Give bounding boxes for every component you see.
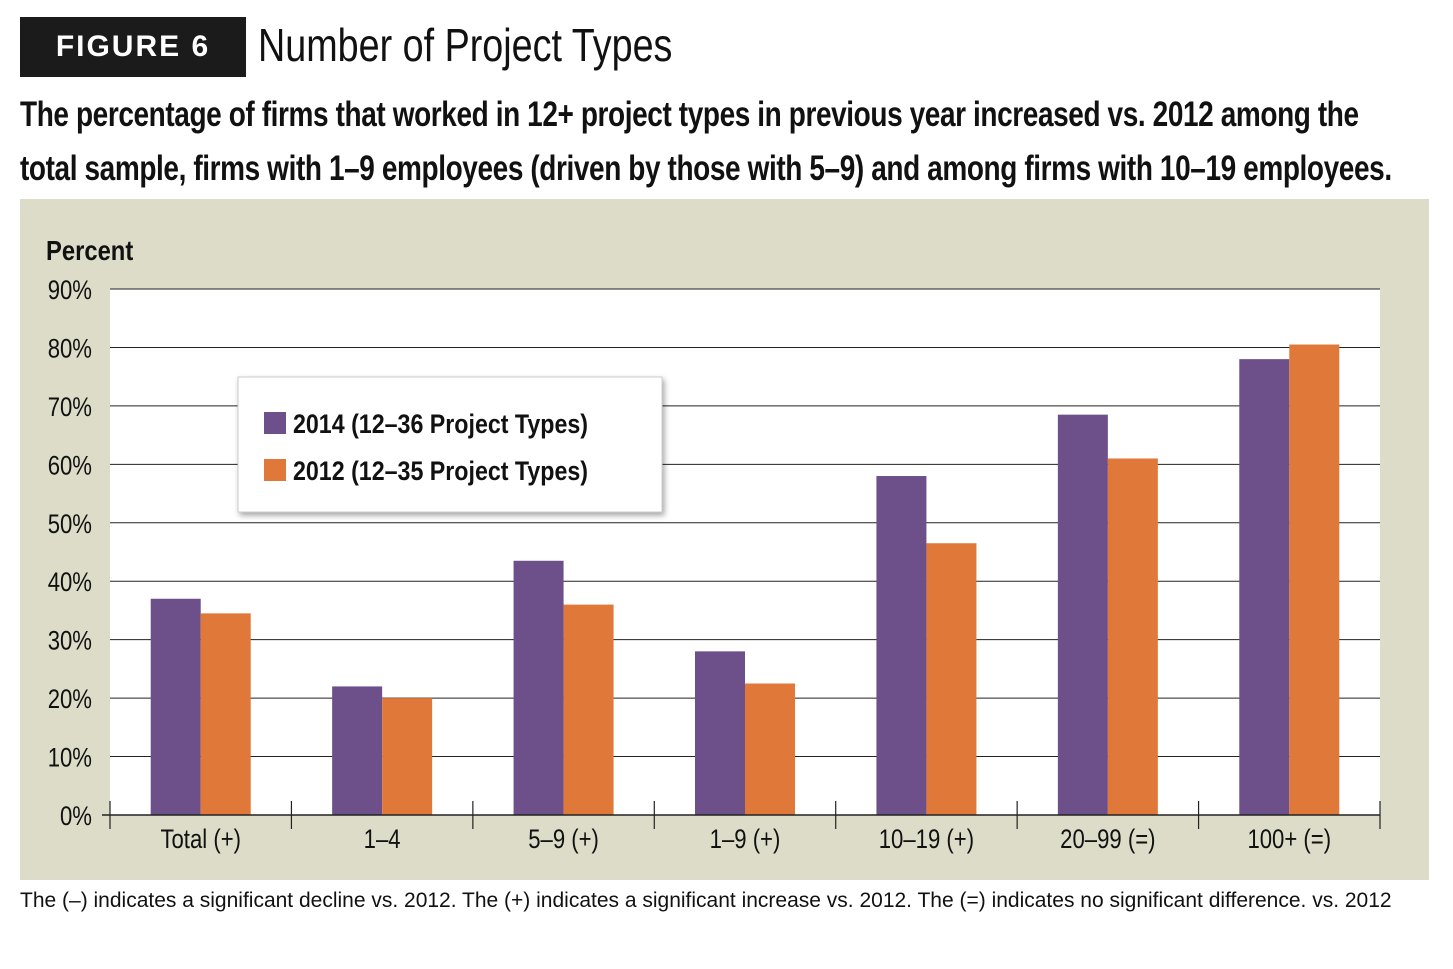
bar-2014-3: [695, 651, 745, 815]
bar-2014-6: [1239, 359, 1290, 815]
chart-title: Number of Project Types: [258, 19, 673, 71]
bar-2014-4: [876, 476, 927, 815]
bar-2014-5: [1057, 414, 1108, 815]
bar-2014-1: [332, 686, 383, 815]
figure-label: FIGURE 6: [20, 17, 246, 77]
legend-swatch-2014: [264, 412, 286, 434]
x-tick-label: 10–19 (+): [879, 825, 974, 855]
bar-2012-4: [926, 543, 977, 815]
bar-chart: 0% 10% 20% 30% 40% 50% 60% 70% 80% 90% Total (+) 1…: [46, 234, 1381, 855]
chart-subtitle: The percentage of firms that worked in 1…: [20, 95, 1392, 188]
y-tick-label: 70%: [48, 393, 92, 423]
x-tick-label: 20–99 (=): [1060, 825, 1155, 855]
bar-2012-6: [1289, 344, 1340, 815]
x-tick-label: 1–4: [364, 825, 401, 855]
y-tick-label: 30%: [48, 627, 92, 657]
x-tick-label: 1–9 (+): [710, 825, 781, 855]
bar-2014-0: [150, 598, 201, 815]
x-tick-label: Total (+): [160, 825, 241, 855]
y-tick-label: 80%: [48, 334, 92, 364]
bar-2012-5: [1107, 458, 1158, 815]
legend-label-2012: 2012 (12–35 Project Types): [293, 456, 588, 486]
y-tick-label: 10%: [48, 744, 92, 774]
chart-panel: 0% 10% 20% 30% 40% 50% 60% 70% 80% 90% Total (+) 1…: [20, 199, 1429, 880]
bar-2014-2: [513, 560, 564, 815]
legend-box: [237, 376, 663, 513]
bar-2012-3: [745, 683, 795, 815]
bar-2012-1: [382, 698, 433, 815]
y-tick-label: 0%: [60, 802, 92, 832]
y-tick-label: 40%: [48, 568, 92, 598]
footnote: The (–) indicates a significant decline …: [20, 889, 1392, 912]
legend: 2014 (12–36 Project Types) 2012 (12–35 P…: [237, 376, 663, 513]
x-tick-label: 100+ (=): [1247, 825, 1331, 855]
x-tick-label: 5–9 (+): [528, 825, 599, 855]
y-tick-label: 50%: [48, 510, 92, 540]
bar-2012-0: [200, 613, 251, 815]
bar-2012-2: [563, 604, 614, 815]
legend-swatch-2012: [264, 459, 286, 481]
y-tick-label: 20%: [48, 685, 92, 715]
y-tick-label: 90%: [48, 276, 92, 306]
legend-label-2014: 2014 (12–36 Project Types): [293, 409, 588, 439]
y-tick-label: 60%: [48, 451, 92, 481]
y-axis-label: Percent: [46, 234, 134, 266]
